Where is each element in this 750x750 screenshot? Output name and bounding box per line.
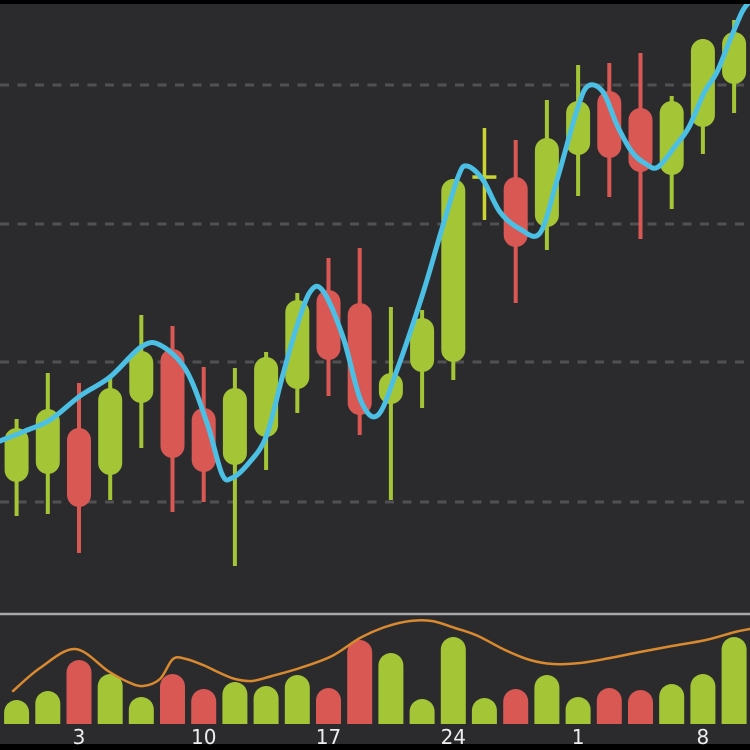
candle-4: [98, 375, 123, 500]
volume-bar-4: [97, 674, 123, 724]
volume-bar-20: [596, 687, 622, 724]
candle-15: [441, 179, 466, 380]
volume-bar-18: [534, 675, 560, 724]
candle-wick: [232, 368, 237, 566]
candle-body: [347, 303, 372, 415]
volume-bars-layer: [4, 637, 747, 724]
x-axis-label: 8: [697, 725, 710, 749]
candle-body: [410, 318, 435, 372]
candle-6: [160, 326, 185, 512]
candle-body: [129, 351, 154, 403]
volume-bar-19: [565, 697, 591, 724]
candle-14: [410, 310, 435, 408]
candle-body: [597, 91, 622, 158]
volume-bar-16: [471, 698, 497, 724]
volume-bar-13: [378, 653, 404, 724]
candle-body: [4, 428, 29, 482]
candle-body: [67, 428, 91, 507]
candle-5: [129, 315, 154, 448]
x-axis-label: 17: [316, 725, 341, 749]
candle-1: [4, 419, 29, 516]
candle-12: [347, 248, 372, 435]
x-axis-label: 3: [73, 725, 86, 749]
candle-19: [566, 65, 591, 196]
candle-body: [566, 101, 591, 155]
candle-body: [441, 179, 466, 362]
candles-layer: [4, 20, 747, 566]
volume-bar-8: [222, 682, 248, 724]
candle-body: [316, 290, 341, 360]
volume-bar-11: [316, 687, 341, 724]
volume-bar-15: [440, 637, 466, 724]
candle-body: [722, 32, 747, 84]
volume-bar-7: [191, 689, 217, 724]
x-axis-label: 10: [191, 725, 216, 749]
candle-body: [98, 388, 123, 475]
doji-vertical-line: [482, 128, 487, 220]
volume-bar-17: [503, 689, 529, 724]
candle-11: [316, 258, 341, 396]
volume-bar-21: [628, 689, 653, 724]
candle-3: [67, 383, 91, 553]
candle-body: [254, 357, 279, 437]
volume-bar-23: [690, 674, 716, 724]
volume-ma-line: [11, 618, 750, 693]
candle-8: [222, 368, 247, 566]
candle-body: [222, 388, 247, 465]
x-axis-label: 24: [441, 725, 466, 749]
volume-bar-1: [4, 700, 30, 724]
volume-bar-14: [409, 699, 435, 724]
volume-bar-12: [347, 639, 373, 724]
candle-16: [472, 128, 497, 220]
volume-bar-2: [35, 691, 61, 724]
candle-20: [597, 63, 622, 197]
volume-bar-5: [128, 697, 154, 724]
candle-2: [35, 373, 60, 514]
volume-bar-3: [66, 660, 92, 724]
candle-body: [534, 138, 559, 227]
top-border: [0, 0, 750, 4]
volume-bar-6: [160, 674, 185, 724]
candle-body: [160, 349, 185, 458]
volume-bar-22: [659, 683, 685, 724]
bottom-border: [0, 744, 750, 750]
price-ma-line: [0, 0, 750, 483]
candle-21: [628, 53, 653, 239]
volume-bar-9: [253, 685, 279, 724]
candle-10: [285, 293, 310, 413]
volume-bar-24: [721, 637, 747, 724]
volume-ma-layer: [11, 618, 750, 693]
volume-bar-10: [284, 675, 310, 724]
x-axis-label: 1: [572, 725, 585, 749]
x-axis-labels-layer: 3 10 17 24 1 8: [73, 725, 710, 749]
doji-horizontal-line: [472, 175, 497, 179]
candle-body: [503, 177, 528, 247]
candle-body: [285, 300, 310, 389]
candle-18: [534, 100, 559, 250]
price-ma-layer: [0, 0, 750, 483]
